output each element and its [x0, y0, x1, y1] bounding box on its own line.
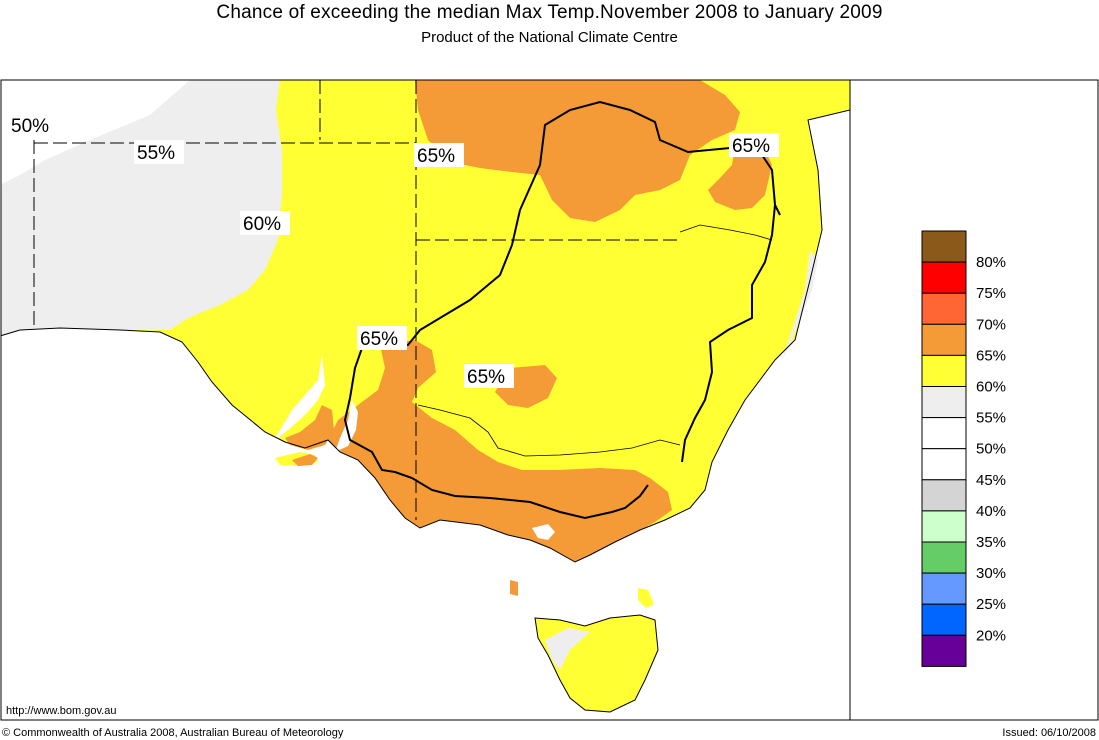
- legend-swatch: [921, 386, 967, 419]
- legend-swatch: [921, 510, 967, 543]
- legend-label: 25%: [976, 596, 1006, 613]
- legend-swatch: [921, 354, 967, 387]
- district-boundary-south: [417, 404, 681, 457]
- legend-swatch: [921, 603, 967, 636]
- contour-label-55: 55%: [134, 140, 184, 164]
- contour-label-65-central: 65%: [464, 364, 514, 388]
- kangaroo-island-east: [292, 454, 318, 466]
- state-border-qld-nsw: [519, 100, 781, 216]
- contour-label-65-northeast: 65%: [729, 133, 779, 157]
- coastline: [1, 109, 850, 563]
- legend: 80% 75% 70% 65% 60% 55% 50% 45% 40% 35% 30% 25% 20%: [921, 230, 1006, 667]
- legend-label: 50%: [976, 441, 1006, 458]
- legend-swatch: [921, 479, 967, 512]
- legend-swatch: [921, 417, 967, 450]
- contour-label-65-west: 65%: [357, 326, 407, 350]
- legend-label: 35%: [976, 534, 1006, 551]
- svg-text:65%: 65%: [467, 367, 505, 388]
- district-boundary-north: [679, 224, 773, 241]
- svg-text:50%: 50%: [11, 116, 49, 137]
- contour-labels: 50% 55% 60% 65% 65% 65% 65%: [8, 113, 779, 388]
- port-phillip-bay: [532, 524, 555, 540]
- legend-swatch: [921, 230, 967, 263]
- state-border-east-coast: [681, 204, 776, 463]
- legend-label: 20%: [976, 627, 1006, 644]
- svg-text:65%: 65%: [417, 146, 455, 167]
- tasmania-grey: [545, 628, 590, 670]
- legend-swatch: [921, 292, 967, 325]
- legend-swatch: [921, 323, 967, 356]
- legend-label: 55%: [976, 410, 1006, 427]
- legend-label: 75%: [976, 285, 1006, 302]
- svg-text:65%: 65%: [360, 329, 398, 350]
- legend-label: 80%: [976, 254, 1006, 271]
- legend-swatch: [921, 634, 967, 667]
- legend-label: 40%: [976, 503, 1006, 520]
- legend-label: 60%: [976, 379, 1006, 396]
- legend-frame: [849, 79, 1099, 721]
- yorke-peninsula: [285, 405, 334, 450]
- band-55-60-coast: [782, 250, 818, 360]
- map-area: [1, 80, 850, 713]
- svg-text:55%: 55%: [137, 143, 175, 164]
- tasmania-coast: [534, 614, 659, 713]
- state-border-murray: [343, 209, 649, 520]
- legend-swatch: [921, 541, 967, 574]
- band-65-70-north: [415, 80, 740, 222]
- contour-label-50: 50%: [8, 113, 54, 137]
- band-65-70-northeast: [708, 148, 772, 210]
- flinders-island: [638, 588, 654, 608]
- grid-lines: [33, 80, 680, 520]
- band-65-70-south: [328, 340, 672, 562]
- band-50-55-northwest: [1, 80, 190, 185]
- source-url: http://www.bom.gov.au: [6, 705, 117, 717]
- spencer-gulf: [270, 355, 325, 445]
- tasmania: [535, 615, 658, 712]
- legend-swatch: [921, 448, 967, 481]
- map-subtitle: Product of the National Climate Centre: [421, 29, 678, 46]
- legend-label: 30%: [976, 565, 1006, 582]
- svg-text:60%: 60%: [243, 214, 281, 235]
- contour-label-65-north: 65%: [414, 143, 464, 167]
- svg-text:65%: 65%: [732, 136, 770, 157]
- king-island: [510, 580, 518, 596]
- issued-date: Issued: 06/10/2008: [1002, 727, 1096, 739]
- legend-label: 70%: [976, 316, 1006, 333]
- legend-label: 45%: [976, 472, 1006, 489]
- copyright-notice: © Commonwealth of Australia 2008, Austra…: [2, 727, 344, 739]
- legend-swatch: [921, 572, 967, 605]
- contour-label-60: 60%: [240, 211, 290, 235]
- legend-swatch: [921, 261, 967, 294]
- map-title: Chance of exceeding the median Max Temp.…: [216, 2, 883, 23]
- legend-label: 65%: [976, 347, 1006, 364]
